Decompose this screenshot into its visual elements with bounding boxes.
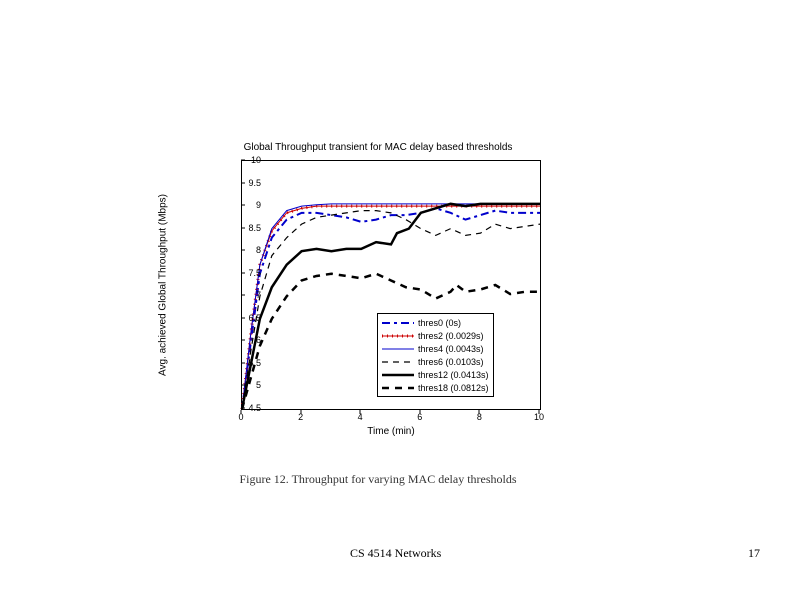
y-tick-mark: [241, 317, 245, 318]
y-tick-mark: [241, 340, 245, 341]
y-tick-label: 8: [256, 245, 261, 255]
footer-page: 17: [748, 546, 760, 561]
chart-container: Global Throughput transient for MAC dela…: [193, 160, 563, 470]
legend-label: thres18 (0.0812s): [418, 383, 489, 393]
legend-row: thres4 (0.0043s): [382, 342, 489, 355]
y-tick-label: 5: [256, 380, 261, 390]
y-tick-label: 7.5: [248, 268, 261, 278]
legend-row: thres6 (0.0103s): [382, 355, 489, 368]
legend-label: thres2 (0.0029s): [418, 331, 484, 341]
y-tick-label: 6: [256, 335, 261, 345]
chart-title: Global Throughput transient for MAC dela…: [193, 142, 563, 153]
legend-label: thres4 (0.0043s): [418, 344, 484, 354]
x-tick-mark: [300, 410, 301, 414]
y-tick-mark: [241, 362, 245, 363]
legend-row: thres2 (0.0029s): [382, 329, 489, 342]
y-tick-mark: [241, 182, 245, 183]
y-tick-label: 5.5: [248, 358, 261, 368]
y-tick-mark: [241, 385, 245, 386]
legend-row: thres12 (0.0413s): [382, 368, 489, 381]
legend-row: thres0 (0s): [382, 316, 489, 329]
y-tick-label: 10: [251, 155, 261, 165]
y-tick-label: 9: [256, 200, 261, 210]
footer-course: CS 4514 Networks: [350, 546, 441, 561]
y-axis-label: Avg. achieved Global Throughput (Mbps): [158, 194, 169, 376]
y-tick-mark: [241, 295, 245, 296]
figure-caption: Figure 12. Throughput for varying MAC de…: [193, 472, 563, 487]
y-tick-mark: [241, 160, 245, 161]
legend-label: thres6 (0.0103s): [418, 357, 484, 367]
y-tick-label: 7: [256, 290, 261, 300]
legend: thres0 (0s) thres2 (0.0029s) thres4 (0.004…: [377, 313, 494, 397]
y-tick-mark: [241, 250, 245, 251]
x-tick-mark: [241, 410, 242, 414]
x-tick-mark: [419, 410, 420, 414]
legend-row: thres18 (0.0812s): [382, 381, 489, 394]
y-tick-mark: [241, 227, 245, 228]
x-tick-mark: [539, 410, 540, 414]
legend-label: thres0 (0s): [418, 318, 461, 328]
plot-area: thres0 (0s) thres2 (0.0029s) thres4 (0.004…: [241, 160, 541, 410]
y-tick-label: 4.5: [248, 403, 261, 413]
x-axis-label: Time (min): [241, 426, 541, 504]
legend-label: thres12 (0.0413s): [418, 370, 489, 380]
y-tick-mark: [241, 272, 245, 273]
y-tick-label: 6.5: [248, 313, 261, 323]
y-tick-label: 9.5: [248, 178, 261, 188]
x-tick-mark: [479, 410, 480, 414]
x-tick-mark: [360, 410, 361, 414]
y-tick-label: 8.5: [248, 223, 261, 233]
y-tick-mark: [241, 205, 245, 206]
y-tick-mark: [241, 408, 245, 409]
